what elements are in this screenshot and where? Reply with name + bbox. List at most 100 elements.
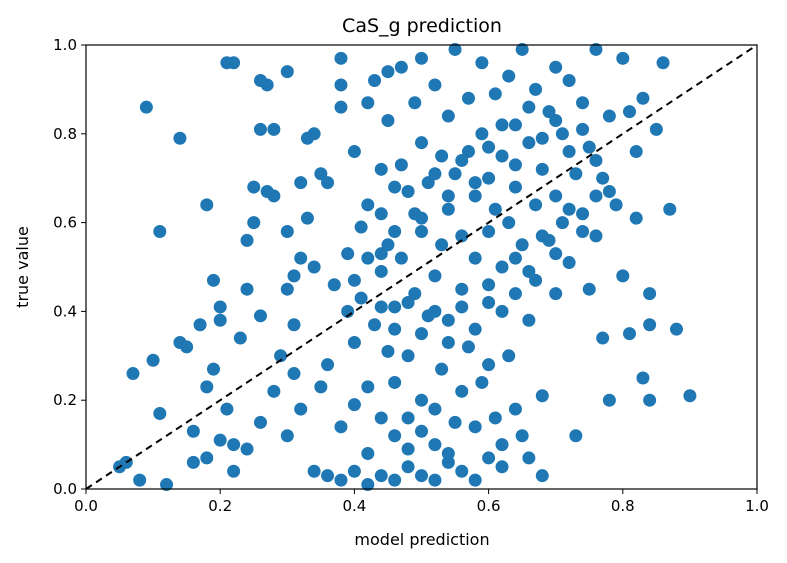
data-point xyxy=(535,162,549,176)
data-point xyxy=(394,60,408,74)
data-point xyxy=(636,371,650,385)
data-point xyxy=(495,304,509,318)
data-point xyxy=(180,340,194,354)
data-point xyxy=(287,269,301,283)
data-point xyxy=(495,438,509,452)
data-point xyxy=(240,282,254,296)
data-point xyxy=(441,313,455,327)
data-point xyxy=(294,176,308,190)
data-point xyxy=(441,109,455,123)
data-point xyxy=(549,113,563,127)
data-point xyxy=(388,473,402,487)
data-point xyxy=(415,224,428,238)
data-point xyxy=(287,318,301,332)
data-point xyxy=(596,171,610,185)
data-point xyxy=(435,238,449,252)
data-point xyxy=(267,189,281,203)
data-point xyxy=(253,122,267,136)
y-axis: 0.0 0.2 0.4 0.6 0.8 1.0 xyxy=(53,36,86,498)
data-point xyxy=(576,224,590,238)
data-point xyxy=(461,340,475,354)
data-point xyxy=(428,402,442,416)
data-point xyxy=(415,393,428,407)
y-tick-label: 0.6 xyxy=(53,214,77,232)
y-axis-label: true value xyxy=(13,226,32,308)
data-point xyxy=(482,140,496,154)
data-point xyxy=(186,424,200,438)
data-point xyxy=(502,349,516,363)
data-point xyxy=(495,260,509,274)
reference-diagonal-line xyxy=(85,44,758,490)
data-point xyxy=(307,127,321,141)
data-point xyxy=(428,304,442,318)
data-point xyxy=(253,309,267,323)
data-point xyxy=(549,60,563,74)
data-point xyxy=(582,140,596,154)
data-point xyxy=(347,273,361,287)
data-point xyxy=(374,469,388,483)
data-point xyxy=(227,56,241,70)
data-point xyxy=(616,51,630,65)
data-point xyxy=(160,478,174,492)
data-point xyxy=(508,287,522,301)
data-point xyxy=(468,322,482,336)
data-point xyxy=(153,407,167,421)
data-point xyxy=(300,211,314,225)
data-point xyxy=(663,202,677,216)
data-point xyxy=(274,349,288,363)
data-point xyxy=(529,198,543,212)
data-point xyxy=(482,171,496,185)
data-point xyxy=(589,229,603,243)
data-point xyxy=(468,189,482,203)
data-point xyxy=(589,42,603,56)
data-point xyxy=(415,424,428,438)
data-point xyxy=(649,122,663,136)
data-point xyxy=(482,358,496,372)
data-point xyxy=(495,149,509,163)
data-point xyxy=(347,464,361,478)
data-point xyxy=(374,300,388,314)
data-point xyxy=(508,118,522,132)
data-point xyxy=(549,247,563,261)
data-point xyxy=(247,216,261,230)
x-tick-label: 0.8 xyxy=(611,497,635,515)
data-point xyxy=(388,375,402,389)
data-point xyxy=(388,300,402,314)
data-point xyxy=(233,331,247,345)
data-point xyxy=(415,51,428,65)
y-tick-label: 1.0 xyxy=(53,36,77,54)
x-tick-label: 0.4 xyxy=(342,497,366,515)
data-point xyxy=(280,65,294,79)
data-point xyxy=(629,145,643,159)
data-point xyxy=(347,398,361,412)
data-point xyxy=(636,91,650,105)
data-point xyxy=(549,189,563,203)
data-point xyxy=(468,420,482,434)
data-point xyxy=(482,278,496,292)
data-point xyxy=(428,269,442,283)
data-point xyxy=(475,375,489,389)
x-axis: 0.0 0.2 0.4 0.6 0.8 1.0 xyxy=(74,489,769,515)
data-point xyxy=(394,158,408,172)
data-point xyxy=(381,113,395,127)
data-point xyxy=(582,282,596,296)
data-point xyxy=(374,411,388,425)
data-point xyxy=(253,415,267,429)
data-point xyxy=(388,322,402,336)
data-point xyxy=(327,278,341,292)
data-point xyxy=(435,362,449,376)
data-point xyxy=(555,216,569,230)
data-point xyxy=(186,455,200,469)
data-point xyxy=(334,100,348,114)
data-point xyxy=(415,211,428,225)
data-point xyxy=(488,411,502,425)
y-tick-label: 0.2 xyxy=(53,391,77,409)
data-point xyxy=(455,300,469,314)
data-point xyxy=(321,358,335,372)
data-point xyxy=(508,402,522,416)
data-point xyxy=(643,287,657,301)
data-point xyxy=(415,136,428,150)
data-point xyxy=(428,78,442,92)
data-point xyxy=(488,202,502,216)
x-axis-label: model prediction xyxy=(354,530,489,549)
